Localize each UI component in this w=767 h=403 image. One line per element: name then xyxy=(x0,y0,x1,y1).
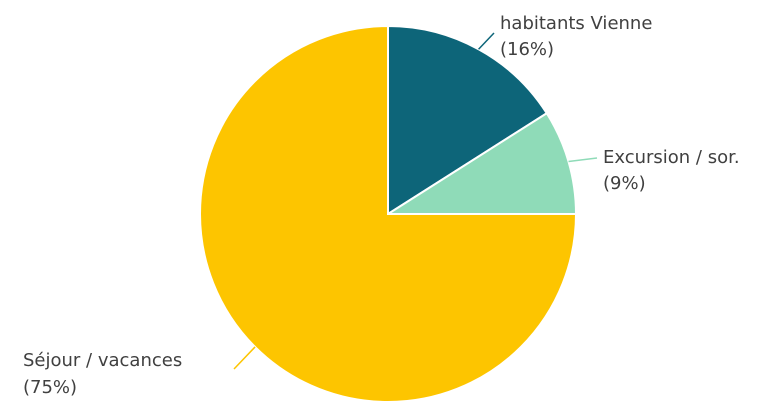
pie-slices xyxy=(199,24,578,403)
slice-label-habitants: habitants Vienne (16%) xyxy=(500,13,658,60)
leader-lines xyxy=(233,32,598,370)
slice-label-habitants-value: (16%) xyxy=(500,39,554,60)
slice-label-excursion-name: Excursion / sor. xyxy=(603,147,740,168)
slice-label-excursion-value: (9%) xyxy=(603,173,646,194)
slice-label-sejour-value: (75%) xyxy=(23,377,77,398)
slice-label-sejour-name: Séjour / vacances xyxy=(23,350,182,371)
slice-label-excursion: Excursion / sor. (9%) xyxy=(603,147,745,194)
leader-line-habitants xyxy=(478,32,495,50)
slice-label-habitants-name: habitants Vienne xyxy=(500,13,652,34)
slice-label-sejour: Séjour / vacances (75%) xyxy=(23,350,188,398)
leader-line-excursion xyxy=(568,157,598,163)
leader-line-sejour xyxy=(233,346,256,370)
slice-habitants xyxy=(387,24,549,216)
